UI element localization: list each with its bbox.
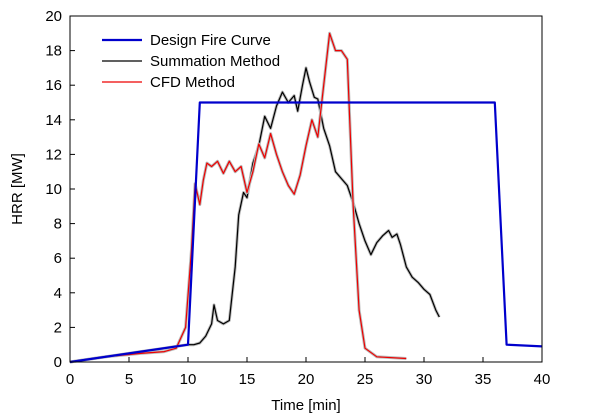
series-line-design-fire-curve [69, 101, 543, 364]
x-tick-label: 0 [66, 371, 74, 388]
legend: Design Fire Curve Summation Method CFD Met… [102, 32, 280, 91]
x-tick-label: 10 [180, 371, 197, 388]
axis-ticks: 0 5 10 15 20 25 30 35 40 0 2 4 6 8 10 12 14 16 18 20 [45, 8, 550, 388]
y-tick-label: 6 [54, 250, 62, 267]
x-tick-label: 15 [239, 371, 256, 388]
x-tick-label: 40 [534, 371, 551, 388]
series-line-cfd-method [69, 32, 407, 363]
legend-label: Design Fire Curve [150, 32, 271, 49]
y-tick-label: 14 [45, 112, 62, 129]
x-tick-label: 20 [298, 371, 315, 388]
y-tick-label: 2 [54, 319, 62, 336]
legend-label: CFD Method [150, 74, 235, 91]
series-spread-band [69, 31, 407, 364]
x-tick-label: 25 [357, 371, 374, 388]
y-tick-label: 4 [54, 285, 62, 302]
x-axis-title: Time [min] [271, 397, 340, 414]
y-tick-label: 12 [45, 146, 62, 163]
y-tick-label: 0 [54, 354, 62, 371]
series-line-summation-method [69, 67, 440, 363]
series-spread-band [69, 66, 441, 364]
y-tick-label: 18 [45, 43, 62, 60]
y-tick-label: 8 [54, 216, 62, 233]
y-axis-title: HRR [MW] [9, 153, 26, 225]
y-tick-label: 16 [45, 77, 62, 94]
series-layer [69, 31, 543, 364]
legend-label: Summation Method [150, 53, 280, 70]
x-tick-label: 35 [475, 371, 492, 388]
x-tick-label: 30 [416, 371, 433, 388]
y-tick-label: 20 [45, 8, 62, 25]
y-tick-label: 10 [45, 181, 62, 198]
x-tick-label: 5 [125, 371, 133, 388]
